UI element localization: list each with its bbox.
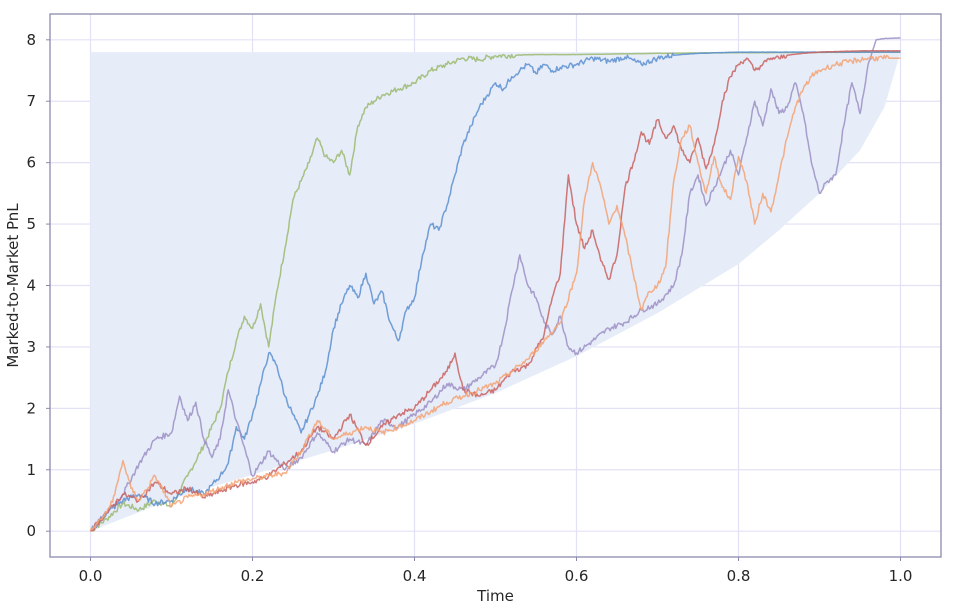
x-tick-label-0: 0.0 xyxy=(79,567,103,585)
x-tick-label-1: 0.2 xyxy=(241,567,265,585)
x-axis-label: Time xyxy=(476,587,514,605)
y-tick-label-8: 8 xyxy=(26,31,36,49)
y-tick-label-1: 1 xyxy=(26,461,36,479)
series-line-path-blue xyxy=(89,51,901,532)
series-line-path-red xyxy=(90,50,901,532)
y-tick-label-7: 7 xyxy=(26,92,36,110)
y-tick-label-0: 0 xyxy=(26,522,36,540)
series-line-path-purple xyxy=(89,37,901,532)
y-tick-label-2: 2 xyxy=(26,399,36,417)
x-tick-label-5: 1.0 xyxy=(889,567,913,585)
x-tick-label-4: 0.8 xyxy=(727,567,751,585)
y-tick-label-6: 6 xyxy=(26,154,36,172)
feasible-region-band xyxy=(90,52,901,532)
series-group xyxy=(89,37,901,532)
y-tick-label-4: 4 xyxy=(26,277,36,295)
x-tick-label-3: 0.6 xyxy=(565,567,589,585)
y-tick-label-3: 3 xyxy=(26,338,36,356)
y-tick-label-5: 5 xyxy=(26,215,36,233)
y-axis-label: Marked-to-Market PnL xyxy=(4,203,22,368)
x-axis-ticks: 0.0 0.2 0.4 0.6 0.8 1.0 xyxy=(79,557,913,585)
y-axis-ticks: 0 1 2 3 4 5 6 7 8 xyxy=(26,31,50,540)
series-line-path-orange xyxy=(89,54,901,532)
x-tick-label-2: 0.4 xyxy=(403,567,427,585)
